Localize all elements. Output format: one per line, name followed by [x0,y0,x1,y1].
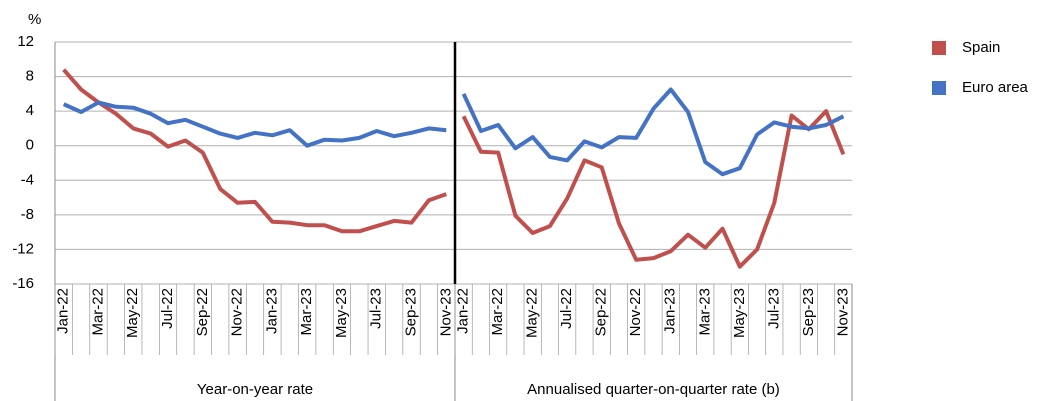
y-tick-label: 12 [17,33,34,50]
x-tick-label: Nov-23 [437,288,454,336]
series-line [461,87,845,177]
x-tick-label: Mar-22 [489,288,506,336]
x-tick-label: Mar-23 [696,288,713,336]
x-tick-label: Mar-23 [298,288,315,336]
x-tick-label: Jul-22 [558,288,575,329]
x-tick-label: May-23 [333,288,350,338]
legend-label: Spain [962,39,1000,56]
x-tick-label: Sep-22 [194,288,211,336]
x-tick-label: Mar-22 [89,288,106,336]
x-tick-label: Jul-22 [159,288,176,329]
legend-swatch [932,81,946,95]
legend-swatch [932,41,946,55]
y-tick-label: 0 [26,137,34,154]
x-tick-label: May-22 [524,288,541,338]
y-axis-label: % [28,11,41,28]
x-tick-label: Nov-22 [229,288,246,336]
y-tick-label: 8 [26,68,34,85]
x-tick-label: Jul-23 [765,288,782,329]
panel-label: Year-on-year rate [197,381,313,398]
x-tick-label: Jul-23 [368,288,385,329]
series-line [62,100,447,148]
x-tick-label: Nov-23 [834,288,851,336]
legend-label: Euro area [962,79,1029,96]
x-tick-label: Jan-22 [55,288,72,334]
y-tick-label: 4 [26,102,34,119]
x-tick-label: Jan-23 [263,288,280,334]
x-tick-label: Nov-22 [627,288,644,336]
x-tick-label: Sep-22 [593,288,610,336]
series-line [62,68,447,234]
y-tick-label: -8 [21,206,34,223]
x-tick-label: May-22 [124,288,141,338]
x-tick-label: May-23 [731,288,748,338]
y-tick-label: -12 [12,240,34,257]
y-tick-label: -16 [12,275,34,292]
x-tick-label: Jan-23 [662,288,679,334]
x-tick-label: Sep-23 [800,288,817,336]
panel-label: Annualised quarter-on-quarter rate (b) [527,381,780,398]
x-tick-label: Sep-23 [402,288,419,336]
y-tick-label: -4 [21,171,34,188]
series-line [461,109,846,269]
x-tick-label: Jan-22 [455,288,472,334]
